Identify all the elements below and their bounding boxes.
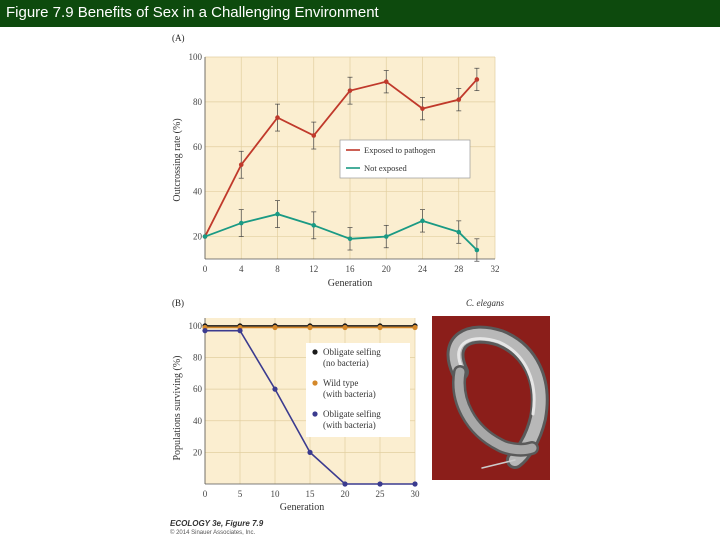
x-tick-label: 28	[454, 264, 464, 274]
legend-label-exposed: Exposed to pathogen	[364, 145, 436, 155]
data-point	[474, 247, 480, 253]
data-point	[272, 386, 278, 392]
panel-b-series	[202, 323, 418, 487]
x-tick-label: 24	[418, 264, 428, 274]
x-tick-label: 20	[341, 489, 351, 499]
title-bar: Figure 7.9 Benefits of Sex in a Challeng…	[0, 0, 720, 27]
x-tick-label: 0	[203, 264, 208, 274]
c-elegans-photo: C. elegans	[432, 298, 550, 480]
panel-a-series	[202, 67, 480, 262]
data-point	[275, 211, 280, 217]
y-tick-label: 20	[193, 232, 203, 242]
y-tick-label: 60	[193, 142, 203, 152]
data-point	[342, 481, 348, 487]
y-tick-label: 100	[189, 52, 203, 62]
data-point	[420, 106, 425, 111]
data-point	[383, 234, 389, 239]
slide-title: Figure 7.9 Benefits of Sex in a Challeng…	[6, 4, 379, 21]
panel-a-axes: 20 40 60 80 100 0 4 8 12 16 20 24 28 32	[189, 52, 500, 274]
data-point	[238, 220, 244, 226]
x-tick-label: 16	[346, 264, 356, 274]
footer-credit: ECOLOGY 3e, Figure 7.9	[170, 519, 264, 528]
legend-label-not-exposed: Not exposed	[364, 163, 407, 173]
data-point	[307, 449, 313, 455]
data-point	[342, 324, 348, 331]
y-tick-label: 40	[193, 187, 203, 197]
legend-label-wild-type-1: Wild type	[323, 378, 358, 388]
x-tick-label: 4	[239, 264, 244, 274]
data-point	[412, 481, 418, 487]
panel-a-label: (A)	[172, 33, 185, 43]
data-point	[347, 236, 353, 242]
data-point	[272, 324, 278, 331]
data-point	[474, 77, 480, 82]
data-point	[275, 115, 280, 120]
legend-label-selfing-with-bacteria-2: (with bacteria)	[323, 420, 376, 430]
data-point	[238, 162, 244, 168]
y-tick-label: 20	[193, 447, 203, 457]
panel-b-label: (B)	[172, 298, 184, 308]
data-point	[202, 328, 208, 334]
x-tick-label: 30	[411, 489, 421, 499]
legend-dot-wild-type	[312, 380, 318, 386]
panel-b-ylabel: Populations surviving (%)	[172, 356, 183, 461]
data-point	[202, 234, 208, 239]
x-tick-label: 15	[306, 489, 316, 499]
data-point	[456, 97, 462, 102]
data-point	[377, 481, 383, 487]
panel-b-legend: Obligate selfing (no bacteria) Wild type…	[306, 343, 410, 437]
x-tick-label: 12	[309, 264, 318, 274]
x-tick-label: 10	[271, 489, 281, 499]
panel-a-ylabel: Outcrossing rate (%)	[172, 118, 183, 201]
x-tick-label: 0	[203, 489, 208, 499]
x-tick-label: 25	[376, 489, 386, 499]
footer-copyright: © 2014 Sinauer Associates, Inc.	[170, 530, 256, 536]
y-tick-label: 100	[189, 321, 203, 331]
y-tick-label: 80	[193, 353, 203, 363]
legend-dot-selfing-no-bacteria	[312, 349, 318, 355]
photo-label: C. elegans	[466, 298, 504, 308]
panel-b-xlabel: Generation	[280, 502, 324, 513]
data-point	[307, 324, 313, 331]
x-tick-label: 32	[491, 264, 500, 274]
panel-a-xlabel: Generation	[328, 278, 372, 289]
data-point	[412, 324, 418, 331]
data-point	[347, 88, 353, 93]
data-point	[311, 133, 317, 138]
legend-label-selfing-with-bacteria-1: Obligate selfing	[323, 409, 381, 419]
y-tick-label: 40	[193, 416, 203, 426]
panel-b: (B) 20 40 60 80 100 0 5 10 15 20 25 30 Generation P…	[172, 298, 420, 513]
x-tick-label: 5	[238, 489, 243, 499]
data-point	[383, 79, 389, 84]
data-point	[237, 328, 243, 334]
data-point	[311, 223, 317, 228]
data-point	[456, 229, 462, 235]
legend-label-selfing-no-bacteria-1: Obligate selfing	[323, 347, 381, 357]
y-tick-label: 80	[193, 97, 203, 107]
legend-label-selfing-no-bacteria-2: (no bacteria)	[323, 358, 369, 368]
panel-b-legend-box	[306, 343, 410, 437]
panel-a-legend: Exposed to pathogen Not exposed	[339, 139, 471, 179]
data-point	[377, 324, 383, 331]
x-tick-label: 8	[275, 264, 280, 274]
legend-label-wild-type-2: (with bacteria)	[323, 389, 376, 399]
data-point	[420, 218, 425, 224]
panel-a: (A) 20 40 60 80 100 0 4 8 12 16 20 24 28 32 Generatio…	[172, 33, 500, 289]
y-tick-label: 60	[193, 384, 203, 394]
legend-dot-selfing-with-bacteria	[312, 411, 318, 417]
panel-a-legend-box	[339, 139, 471, 179]
x-tick-label: 20	[382, 264, 392, 274]
worm-illustration	[446, 325, 549, 469]
